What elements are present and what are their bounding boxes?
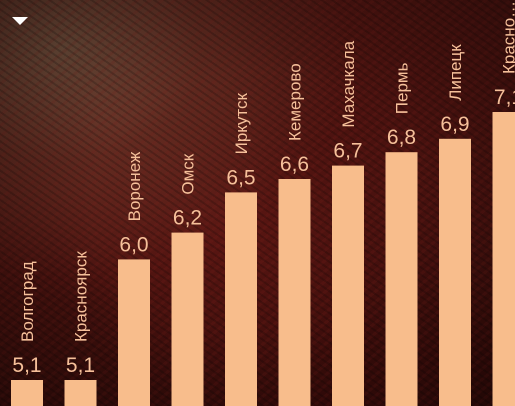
category-label-3: Воронеж: [125, 151, 144, 221]
category-label-6: Кемерово: [286, 63, 305, 141]
bar-3: [118, 259, 150, 406]
bar-2: [64, 380, 97, 406]
category-label-4: Омск: [179, 153, 198, 194]
bar-5: [225, 192, 257, 406]
category-label-8: Пермь: [393, 62, 412, 114]
category-label-7: Махачкала: [339, 40, 358, 127]
category-label-5: Иркутск: [232, 93, 251, 155]
bar-6: [278, 179, 311, 406]
category-label-10: Красно…: [500, 1, 515, 74]
value-label-3: 6,0: [119, 233, 148, 256]
category-label-9: Липецк: [446, 44, 465, 101]
category-labels-group: Волгоград Красноярск Воронеж Омск Иркутск Кем…: [18, 1, 515, 342]
bar-8: [385, 152, 418, 406]
category-label-1: Волгоград: [18, 261, 37, 342]
value-label-4: 6,2: [173, 207, 202, 230]
value-label-6: 6,6: [280, 153, 309, 176]
bar-10: [492, 112, 515, 406]
value-label-10: 7,1: [494, 86, 515, 109]
value-label-8: 6,8: [387, 126, 416, 149]
value-label-1: 5,1: [12, 354, 41, 377]
bars-group: [11, 112, 515, 406]
value-label-7: 6,7: [333, 140, 362, 163]
value-label-9: 6,9: [440, 113, 469, 136]
category-label-2: Красноярск: [72, 251, 91, 342]
bar-4: [171, 232, 204, 406]
bar-1: [11, 380, 43, 406]
value-label-2: 5,1: [66, 354, 95, 377]
value-label-5: 6,5: [226, 166, 255, 189]
chevron-down-icon[interactable]: [10, 14, 30, 28]
bar-7: [332, 165, 364, 406]
bar-9: [439, 138, 471, 406]
value-labels-group: 5,1 5,1 6,0 6,2 6,5 6,6 6,7 6,8 6,9 7,1: [12, 86, 515, 377]
